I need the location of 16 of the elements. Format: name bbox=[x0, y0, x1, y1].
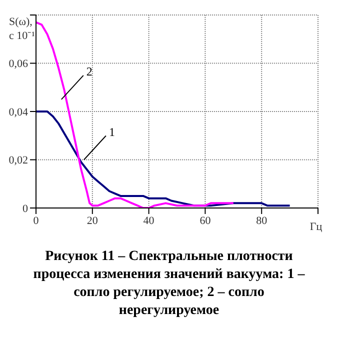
y-tick-label: 0,06 bbox=[8, 58, 28, 70]
x-axis-title: Гц bbox=[310, 221, 322, 233]
y-tick-label: 0,04 bbox=[8, 106, 28, 118]
y-tick-label: 0,02 bbox=[8, 154, 28, 167]
x-tick-label: 0 bbox=[33, 214, 40, 227]
y-tick-label: 0 bbox=[22, 202, 28, 215]
annotation: 1 bbox=[108, 124, 115, 139]
text: Рисунок 11 – Спектральные плотности процесса изменения значений вакуума: 1 – сопло регулируемое; 2 – сопло нерегулируемое bbox=[32, 248, 306, 320]
line-series bbox=[36, 21, 234, 208]
x-tick-label: 60 bbox=[200, 214, 212, 227]
annotation: 2 bbox=[86, 64, 92, 78]
line-series bbox=[36, 110, 291, 207]
x-tick-label: 20 bbox=[86, 214, 98, 227]
x-tick-label: 80 bbox=[256, 214, 268, 227]
y-axis-title: S(ω), с 10⁻¹ bbox=[9, 16, 35, 42]
x-tick-label: 40 bbox=[143, 214, 155, 227]
